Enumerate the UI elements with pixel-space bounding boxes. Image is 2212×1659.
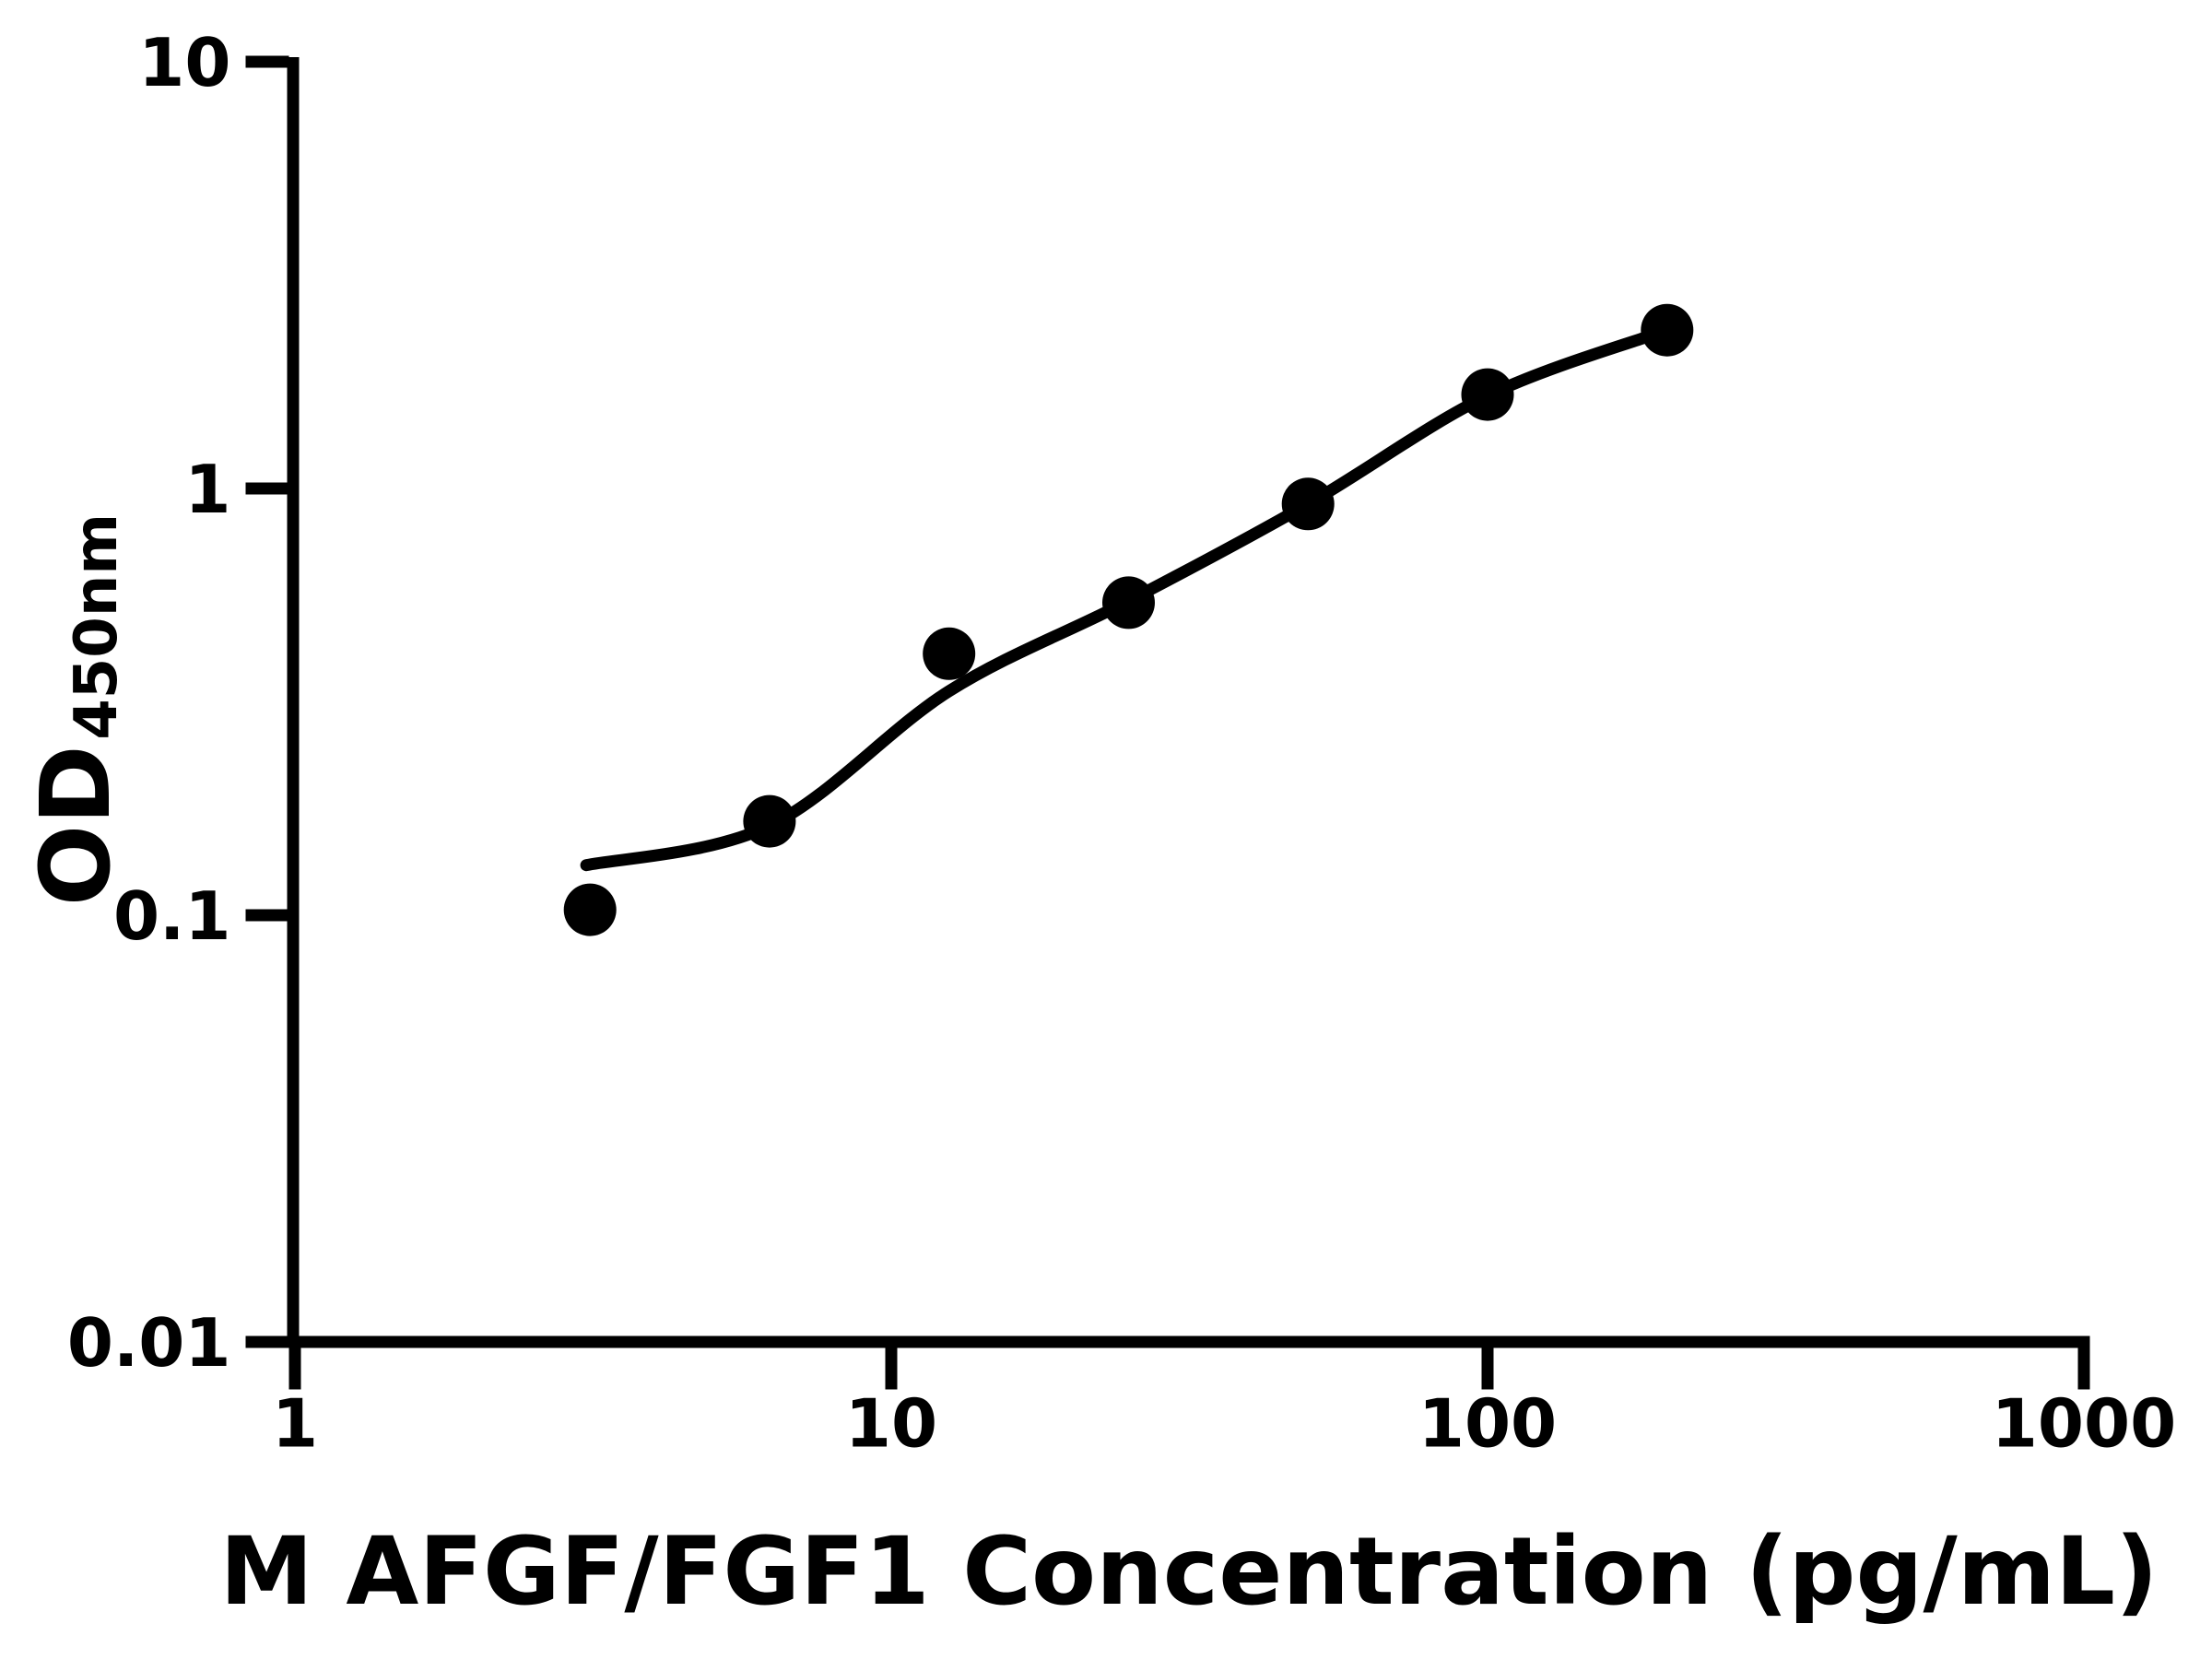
x-tick-label: 1 xyxy=(272,1385,318,1463)
axis-tick-labels: 1 10 100 1000 0.01 0.1 1 10 xyxy=(67,24,2176,1463)
y-axis-title: OD 450nm xyxy=(19,513,132,906)
data-point-marker xyxy=(1461,368,1514,421)
y-tick-label: 0.1 xyxy=(113,877,231,955)
x-tick-label: 1000 xyxy=(1992,1385,2176,1463)
y-tick-label: 10 xyxy=(138,24,230,101)
y-tick-label: 1 xyxy=(184,451,230,528)
y-axis-title-subscript: 450nm xyxy=(63,513,131,740)
data-point-marker xyxy=(743,794,796,848)
data-point-marker xyxy=(563,883,617,936)
y-tick-label: 0.01 xyxy=(67,1304,231,1382)
data-point-marker xyxy=(923,627,976,680)
data-series xyxy=(563,303,1694,936)
x-axis-title: M AFGF/FGF1 Concentration (pg/mL) xyxy=(219,1517,2158,1627)
y-axis-title-main: OD xyxy=(19,745,132,906)
axes xyxy=(287,57,2090,1348)
x-tick-label: 100 xyxy=(1418,1385,1557,1463)
data-point-marker xyxy=(1102,576,1155,629)
data-point-marker xyxy=(1281,477,1335,531)
data-point-marker xyxy=(1641,303,1694,357)
x-tick-label: 10 xyxy=(845,1385,937,1463)
axis-ticks xyxy=(245,55,2090,1390)
